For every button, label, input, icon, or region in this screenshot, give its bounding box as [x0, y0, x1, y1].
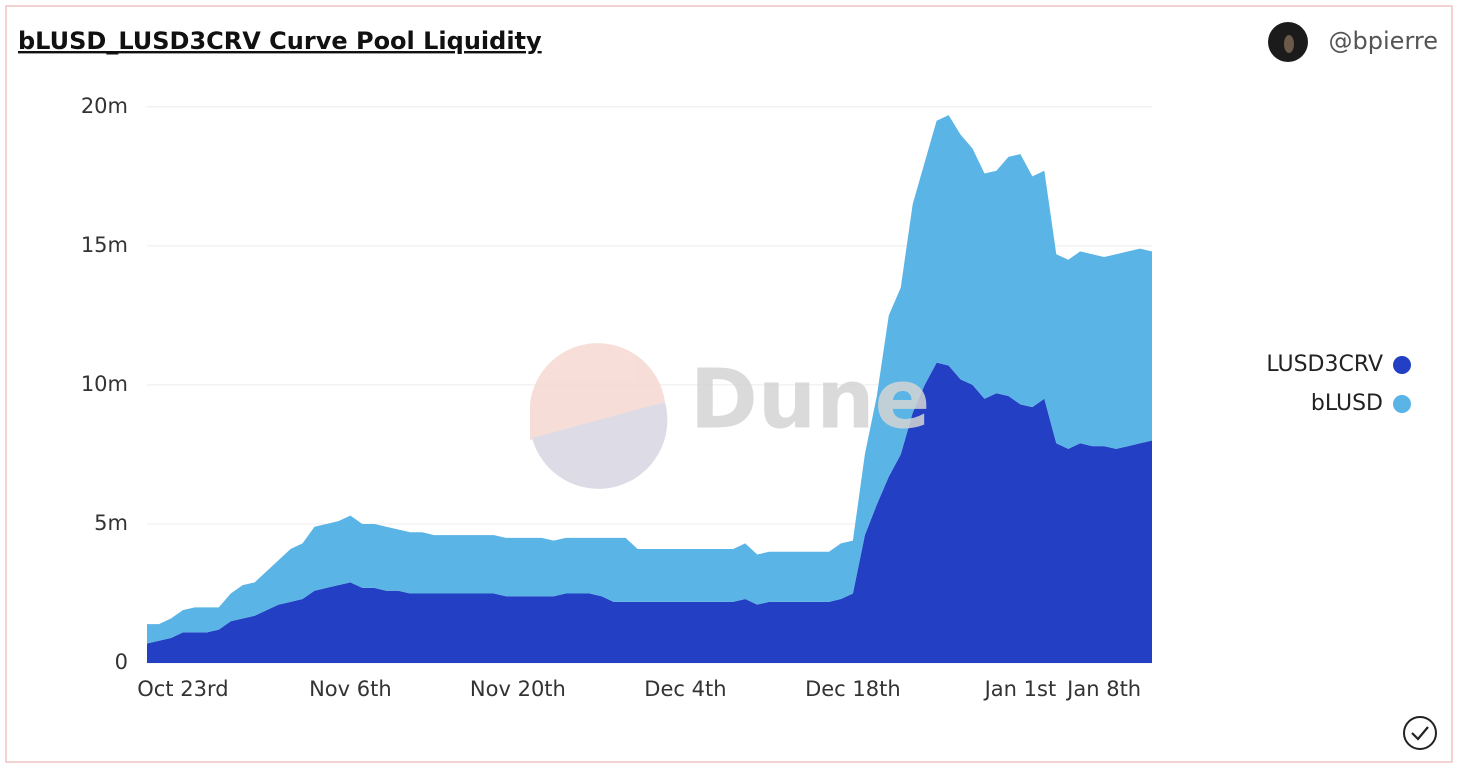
avatar-figure [1284, 35, 1294, 53]
legend-label: bLUSD [1311, 391, 1383, 416]
x-tick-label: Dec 4th [644, 677, 726, 701]
watermark-logo-top [530, 343, 665, 440]
legend-swatch [1393, 356, 1411, 374]
y-tick-label: 15m [81, 233, 128, 257]
area [147, 362, 1152, 663]
x-tick-label: Jan 8th [1065, 677, 1141, 701]
check-icon[interactable] [1403, 716, 1437, 750]
y-tick-label: 5m [94, 511, 128, 535]
check-mark [1411, 726, 1429, 741]
x-tick-label: Nov 6th [309, 677, 392, 701]
x-tick-label: Dec 18th [805, 677, 901, 701]
plot: 0 5m 10m 15m 20m Oct 23rd Nov 6th Nov 20th Dec 4… [81, 94, 1152, 701]
legend: LUSD3CRV bLUSD [1266, 352, 1411, 416]
watermark-logo-bottom [532, 402, 668, 489]
y-tick-label: 20m [81, 94, 128, 118]
x-tick-label: Oct 23rd [137, 677, 228, 701]
x-tick-label: Nov 20th [470, 677, 566, 701]
watermark: Dune [530, 343, 930, 489]
watermark-text: Dune [690, 352, 930, 447]
legend-swatch [1393, 395, 1411, 413]
chart-title[interactable]: bLUSD_LUSD3CRV Curve Pool Liquidity [18, 27, 542, 55]
y-tick-label: 0 [115, 650, 128, 674]
area [147, 115, 1152, 644]
x-tick-label: Jan 1st [983, 677, 1057, 701]
author[interactable]: @bpierre [1329, 27, 1438, 55]
y-tick-label: 10m [81, 372, 128, 396]
legend-label: LUSD3CRV [1266, 352, 1383, 377]
